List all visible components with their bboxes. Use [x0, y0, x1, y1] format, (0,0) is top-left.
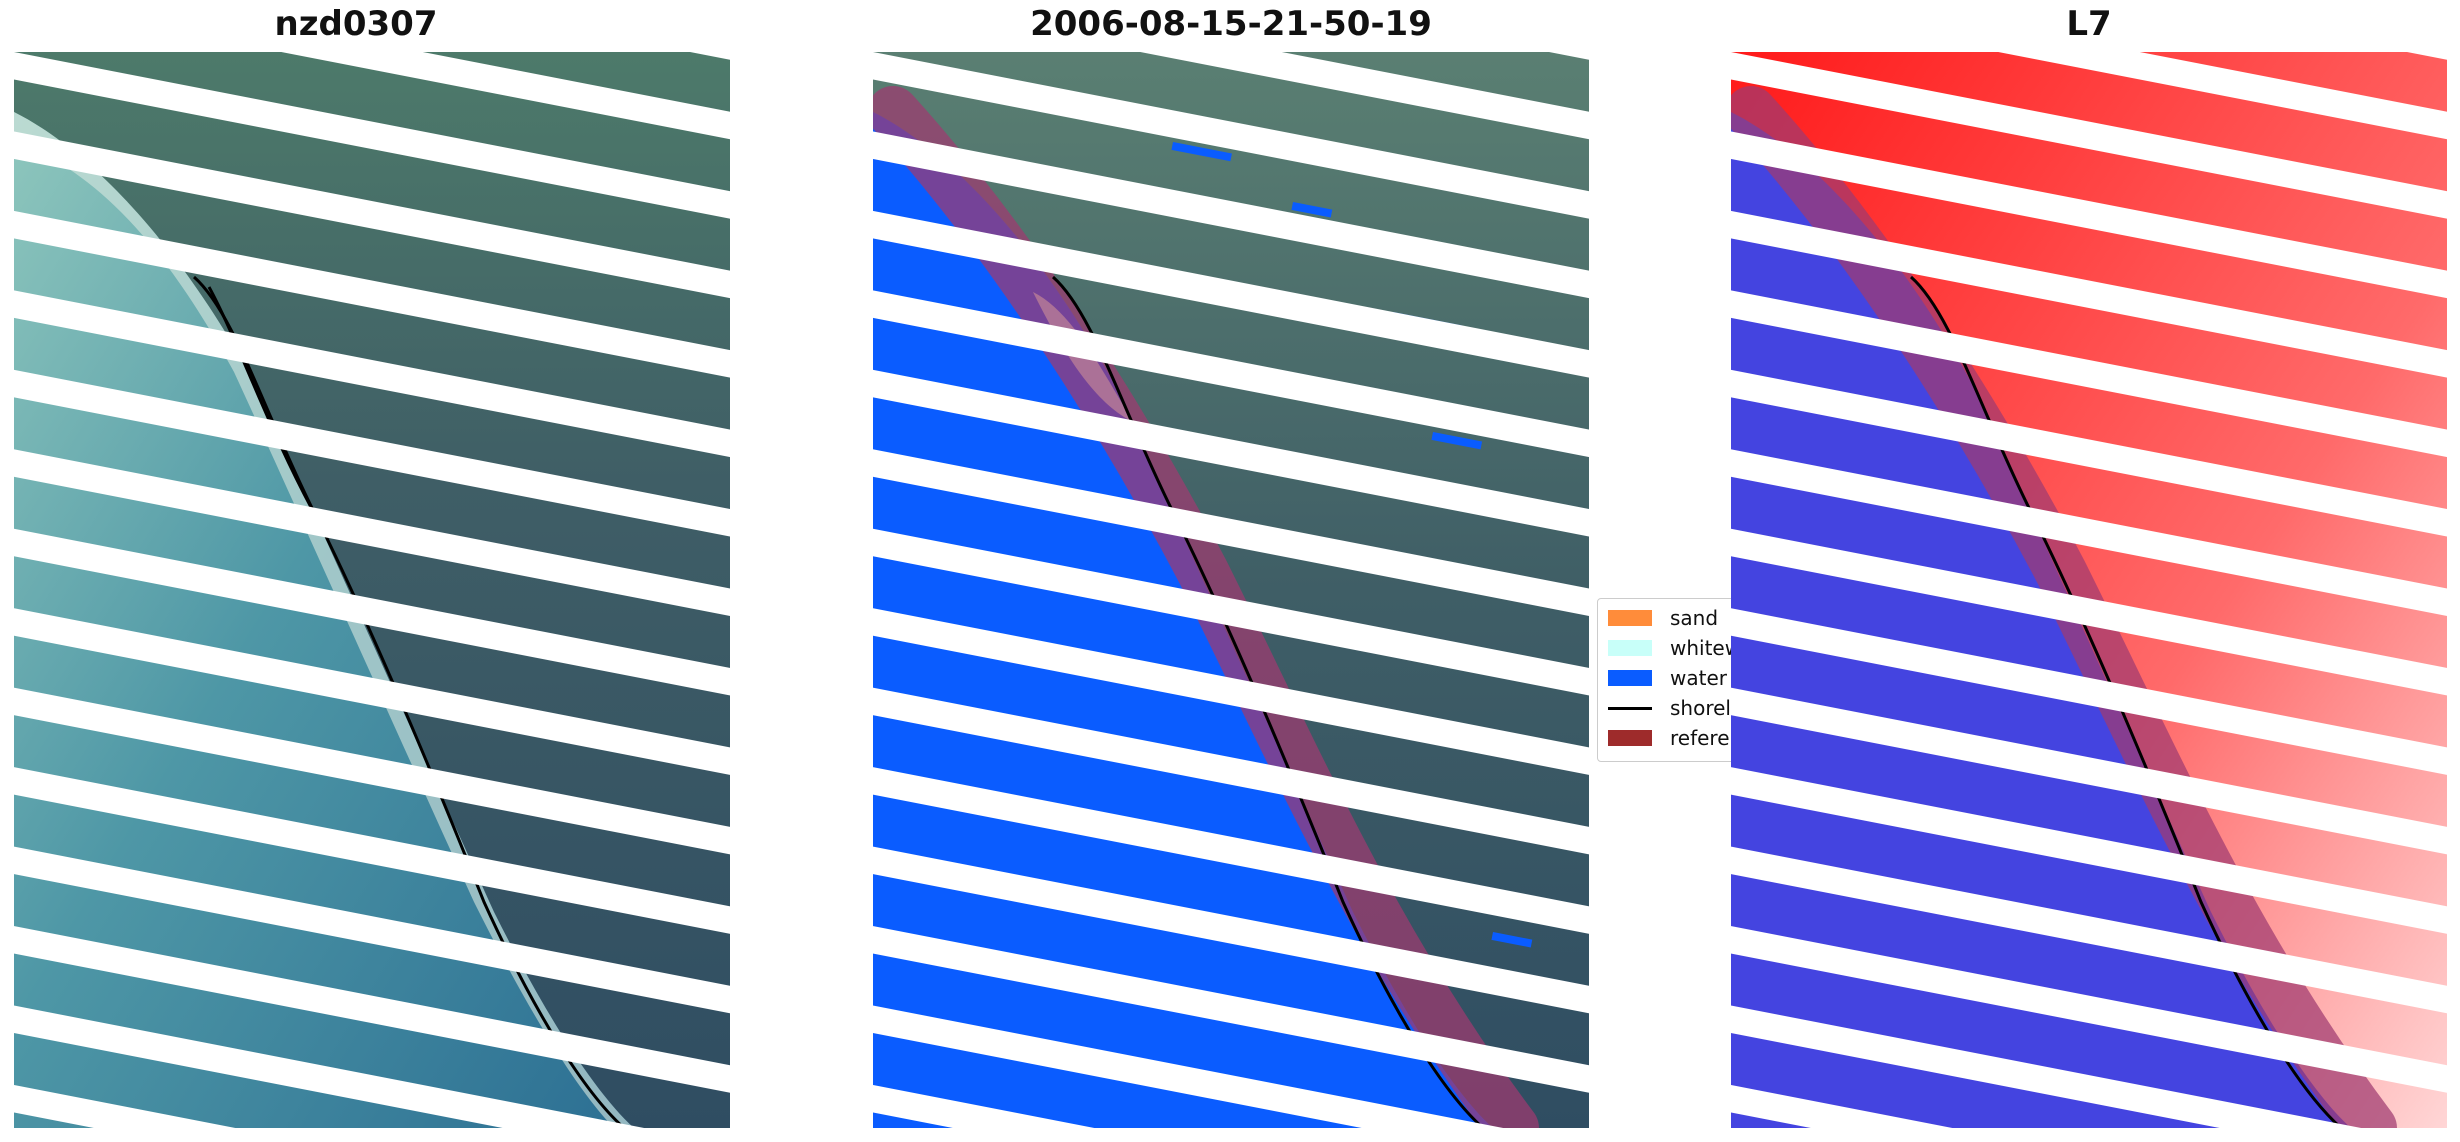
classified-image: [873, 52, 1589, 1128]
panel-title-middle: 2006-08-15-21-50-19: [1030, 4, 1432, 44]
panel-title-left: nzd0307: [274, 4, 438, 44]
rgb-image: [14, 52, 730, 1128]
shoreline-line-icon: [1608, 706, 1652, 710]
index-image: [1731, 52, 2447, 1128]
rgb-image-panel: [14, 52, 730, 1128]
water-swatch-icon: [1608, 670, 1652, 686]
legend-label: water: [1670, 666, 1727, 690]
index-image-panel: [1731, 52, 2447, 1128]
sand-swatch-icon: [1608, 610, 1652, 626]
legend-item-sand: sand: [1608, 606, 1718, 630]
legend-label: sand: [1670, 606, 1719, 630]
legend-item-water: water: [1608, 666, 1727, 690]
classified-image-panel: [873, 52, 1589, 1128]
buffer-swatch-icon: [1608, 730, 1652, 746]
whitewater-swatch-icon: [1608, 640, 1652, 656]
panel-title-right: L7: [2066, 4, 2112, 44]
